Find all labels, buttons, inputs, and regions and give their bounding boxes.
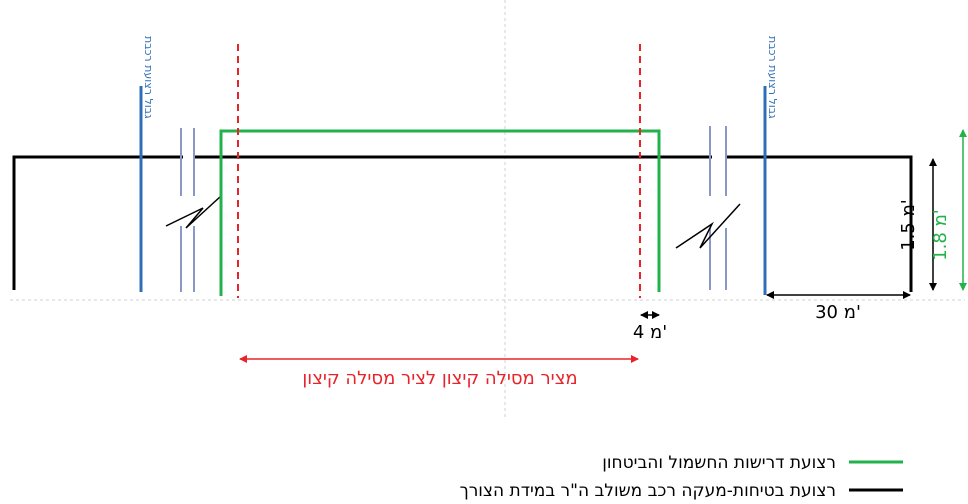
- right-break-symbol: [675, 203, 741, 249]
- outer-track-span-label: מציר מסילה קיצון לציר מסילה קיצון: [302, 368, 577, 389]
- track-border-left-label: גבול רצועת רכבת: [142, 36, 155, 119]
- left-break-symbol: [165, 195, 222, 229]
- legend: רצועת דרישות החשמול והביטחון רצועת בטיחו…: [460, 453, 903, 501]
- dim-4m-label: 4 מ': [633, 322, 667, 343]
- safety-strip-outline: [12, 155, 913, 292]
- right-rail-pair: [709, 126, 727, 290]
- legend-label-black: רצועת בטיחות-מעקה רכב משולב ה"ר במידת הצ…: [460, 481, 836, 501]
- legend-label-green: רצועת דרישות החשמול והביטחון: [602, 453, 836, 473]
- left-rail-pair: [180, 128, 195, 292]
- dim-1-5m-label: 1.5 מ': [898, 199, 919, 251]
- dim-30m-label: 30 מ': [815, 302, 861, 323]
- electrification-strip-outline: [219, 129, 661, 296]
- track-border-right-label: גבול רצועת רכבת: [766, 36, 779, 119]
- dim-1-8m-label: 1.8 מ': [930, 209, 951, 261]
